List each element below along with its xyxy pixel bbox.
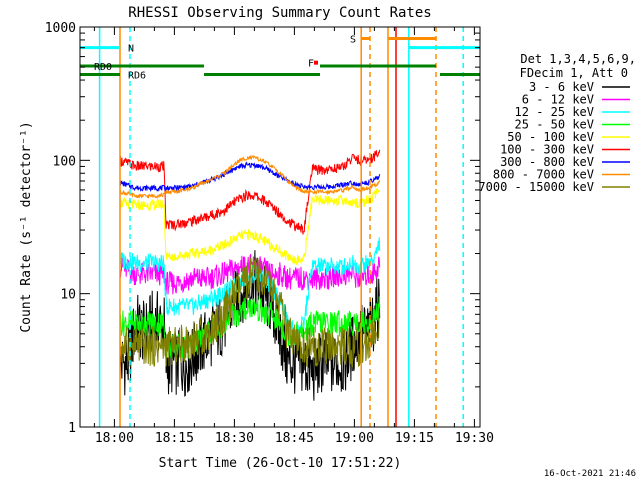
annotation-s: S — [350, 34, 356, 45]
legend-label-0: 3 - 6 keV — [529, 80, 594, 94]
y-tick-label-0: 1 — [68, 421, 76, 436]
y-tick-label-1: 10 — [60, 288, 76, 303]
x-tick-label-3: 18:45 — [275, 431, 314, 446]
x-tick-label-0: 18:00 — [95, 431, 134, 446]
series-line-3 — [119, 295, 381, 427]
legend-label-4: 50 - 100 keV — [507, 130, 594, 144]
series-layer — [119, 149, 381, 427]
x-tick-label-5: 19:15 — [395, 431, 434, 446]
series-line-4 — [119, 188, 380, 427]
legend-header-2: FDecim 1, Att 0 — [520, 66, 628, 80]
y-tick-label-2: 100 — [53, 154, 76, 169]
x-tick-label-1: 18:15 — [155, 431, 194, 446]
annotation-rd0: RD0 — [94, 62, 112, 73]
annotation-f: F — [308, 59, 314, 70]
legend: Det 1,3,4,5,6,9, FDecim 1, Att 0 3 - 6 k… — [478, 52, 636, 194]
series-line-6 — [119, 160, 381, 427]
axes: 18:00 18:15 18:30 18:45 19:00 19:15 19:30 1 10 10… — [45, 21, 494, 446]
x-tick-label-2: 18:30 — [215, 431, 254, 446]
y-tick-label-3: 1000 — [45, 21, 76, 36]
x-axis-label: Start Time (26-Oct-10 17:51:22) — [159, 456, 402, 471]
legend-label-7: 800 - 7000 keV — [493, 168, 594, 182]
legend-header-1: Det 1,3,4,5,6,9, — [520, 52, 636, 66]
legend-label-5: 100 - 300 keV — [500, 143, 594, 157]
flare-flag-dot — [314, 60, 318, 65]
legend-label-8: 7000 - 15000 keV — [478, 180, 594, 194]
footer-date: 16-Oct-2021 21:46 — [544, 469, 636, 479]
annotation-rd6: RD6 — [128, 71, 146, 82]
orbit-markers: N RD0 RD6 F S — [80, 27, 480, 427]
x-tick-label-6: 19:30 — [455, 431, 494, 446]
plot-frame — [79, 26, 481, 428]
legend-label-1: 6 - 12 keV — [522, 93, 594, 107]
series-line-5 — [119, 149, 381, 427]
x-tick-label-4: 19:00 — [335, 431, 374, 446]
legend-label-6: 300 - 800 keV — [500, 155, 594, 169]
series-line-8 — [119, 256, 380, 427]
series-line-7 — [119, 154, 381, 427]
y-axis-label: Count Rate (s⁻¹ detector⁻¹) — [19, 121, 34, 332]
legend-label-2: 12 - 25 keV — [515, 105, 594, 119]
legend-label-3: 25 - 50 keV — [515, 118, 594, 132]
chart-title: RHESSI Observing Summary Count Rates — [128, 5, 431, 21]
annotation-n: N — [128, 44, 134, 55]
